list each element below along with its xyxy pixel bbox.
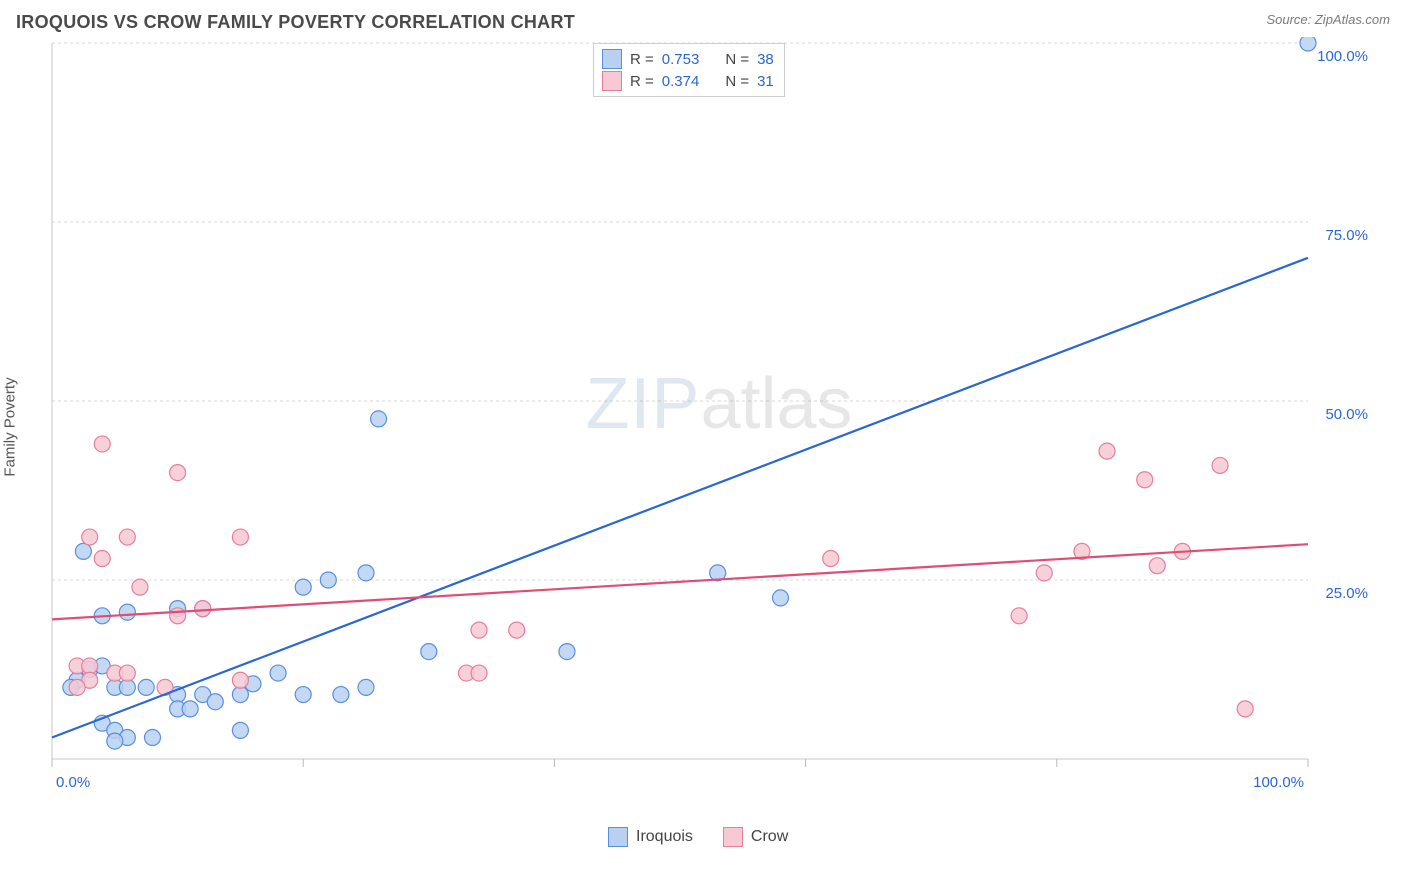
series-legend: Iroquois Crow xyxy=(608,827,788,847)
stat-n-label: N = xyxy=(725,73,749,90)
stat-n-value: 31 xyxy=(757,73,774,90)
stat-r-label: R = xyxy=(630,73,654,90)
stat-n-value: 38 xyxy=(757,51,774,68)
svg-text:50.0%: 50.0% xyxy=(1325,406,1368,423)
svg-text:100.0%: 100.0% xyxy=(1253,774,1304,791)
stat-r-value: 0.753 xyxy=(662,51,700,68)
legend-label: Iroquois xyxy=(636,828,693,846)
scatter-plot: 25.0% 50.0% 75.0% 100.0% 0.0% 100.0% xyxy=(48,37,1378,817)
source-label: Source: ZipAtlas.com xyxy=(1266,12,1390,27)
legend-item-crow: Crow xyxy=(723,827,788,847)
y-axis-label: Family Poverty xyxy=(2,377,19,476)
stats-row-crow: R = 0.374 N = 31 xyxy=(602,70,774,92)
stat-n-label: N = xyxy=(725,51,749,68)
plot-container: 25.0%50.0%75.0%100.0%0.0%100.0% ZIPatlas… xyxy=(48,37,1390,817)
chart-title: IROQUOIS VS CROW FAMILY POVERTY CORRELAT… xyxy=(16,12,575,33)
stat-r-label: R = xyxy=(630,51,654,68)
legend-item-iroquois: Iroquois xyxy=(608,827,693,847)
swatch-icon xyxy=(602,71,622,91)
svg-text:100.0%: 100.0% xyxy=(1317,48,1368,65)
chart-area: Family Poverty 25.0%50.0%75.0%100.0%0.0%… xyxy=(16,37,1390,817)
swatch-icon xyxy=(723,827,743,847)
correlation-stats-box: R = 0.753 N = 38 R = 0.374 N = 31 xyxy=(593,43,785,97)
legend-label: Crow xyxy=(751,828,788,846)
source-prefix: Source: xyxy=(1266,12,1314,27)
svg-text:0.0%: 0.0% xyxy=(56,774,90,791)
swatch-icon xyxy=(608,827,628,847)
stats-row-iroquois: R = 0.753 N = 38 xyxy=(602,48,774,70)
stat-r-value: 0.374 xyxy=(662,73,700,90)
source-name: ZipAtlas.com xyxy=(1315,12,1390,27)
swatch-icon xyxy=(602,49,622,69)
svg-text:75.0%: 75.0% xyxy=(1325,227,1368,244)
svg-text:25.0%: 25.0% xyxy=(1325,585,1368,602)
